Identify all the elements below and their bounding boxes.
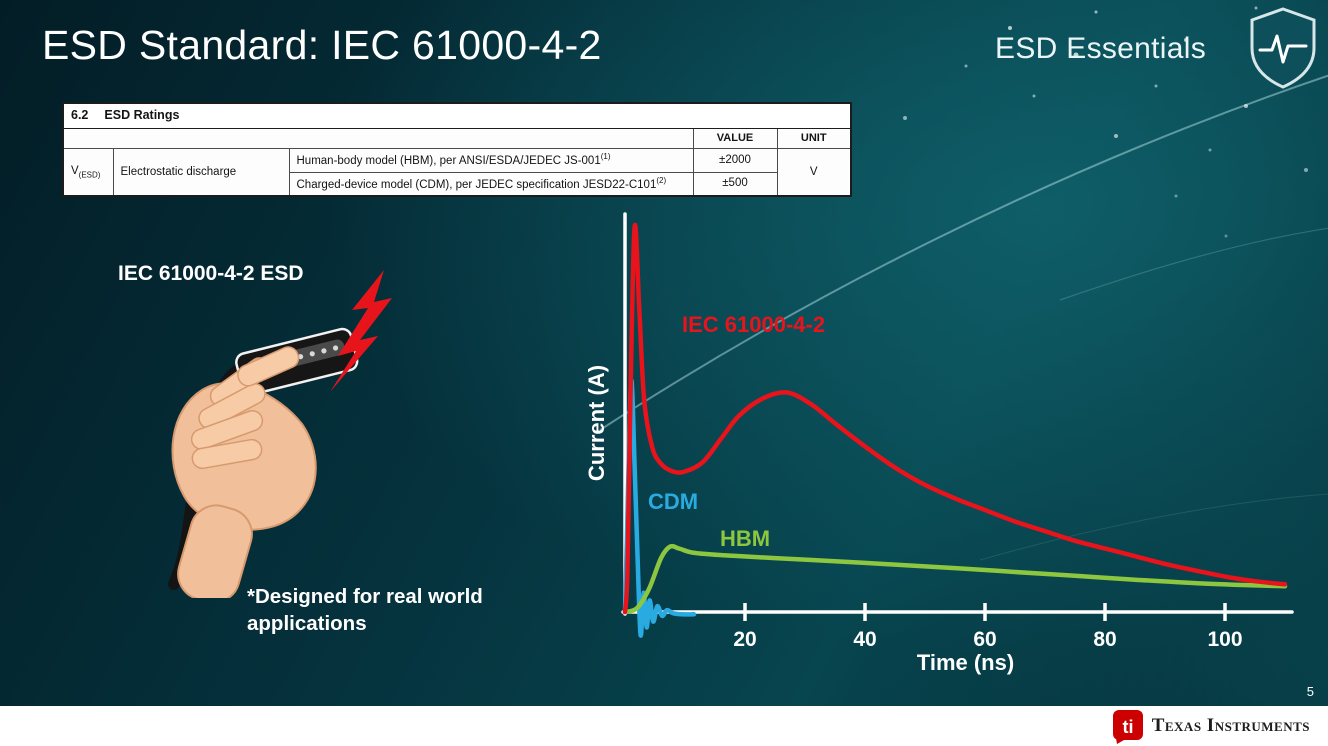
- series-label-iec: IEC 61000-4-2: [682, 312, 826, 337]
- hand: [171, 346, 317, 598]
- table-section-header: 6.2 ESD Ratings: [62, 102, 852, 129]
- hbm-value: ±2000: [692, 148, 778, 173]
- param-symbol: V(ESD): [62, 148, 114, 197]
- designed-note: *Designed for real world applications: [247, 585, 483, 635]
- hbm-description: Human-body model (HBM), per ANSI/ESDA/JE…: [288, 148, 694, 173]
- x-tick-label: 80: [1093, 628, 1116, 651]
- x-tick-label: 60: [973, 628, 996, 651]
- ti-logo-text: Texas Instruments: [1151, 715, 1310, 736]
- thumb: [237, 346, 300, 387]
- hand-hdmi-illustration: [168, 270, 392, 598]
- illustration-caption: IEC 61000-4-2 ESD: [118, 262, 304, 285]
- table-section-number: 6.2: [71, 108, 89, 122]
- cdm-description: Charged-device model (CDM), per JEDEC sp…: [288, 171, 694, 197]
- ti-logo-icon: ti: [1112, 710, 1143, 744]
- x-tick-label: 40: [853, 628, 876, 651]
- table-section-title: ESD Ratings: [104, 108, 180, 122]
- esd-ratings-table: 6.2 ESD Ratings VALUE UNIT V(ESD) Electro…: [62, 102, 853, 197]
- x-tick-label: 20: [733, 628, 756, 651]
- esd-waveform-chart: 20 40 60 80 100: [540, 200, 1328, 700]
- footer-bar: ti Texas Instruments: [0, 706, 1328, 746]
- ti-logo: ti Texas Instruments: [1112, 706, 1310, 746]
- esd-shield-icon: [1250, 7, 1316, 89]
- cdm-value: ±500: [692, 171, 778, 197]
- svg-text:ti: ti: [1122, 717, 1133, 737]
- page-number: 5: [1306, 684, 1314, 699]
- col-header-value: VALUE: [692, 127, 778, 150]
- x-tick-label: 100: [1207, 628, 1242, 651]
- series-line-iec-61000-4-2: [622, 222, 1288, 615]
- page-title: ESD Standard: IEC 61000-4-2: [42, 22, 602, 68]
- y-axis-label: Current (A): [584, 364, 609, 482]
- series-label-cdm: CDM: [648, 489, 699, 514]
- col-header-unit: UNIT: [776, 127, 852, 150]
- unit-cell: V: [776, 148, 852, 197]
- lightning-bolt-icon: [330, 270, 392, 392]
- param-name: Electrostatic discharge: [112, 148, 290, 197]
- series-line-hbm: [622, 543, 1288, 615]
- table-blank-cell: [62, 127, 694, 150]
- series-label-hbm: HBM: [720, 526, 771, 551]
- wrist: [177, 504, 253, 598]
- x-axis-label: Time (ns): [916, 650, 1015, 675]
- series-brand: ESD Essentials: [995, 32, 1206, 65]
